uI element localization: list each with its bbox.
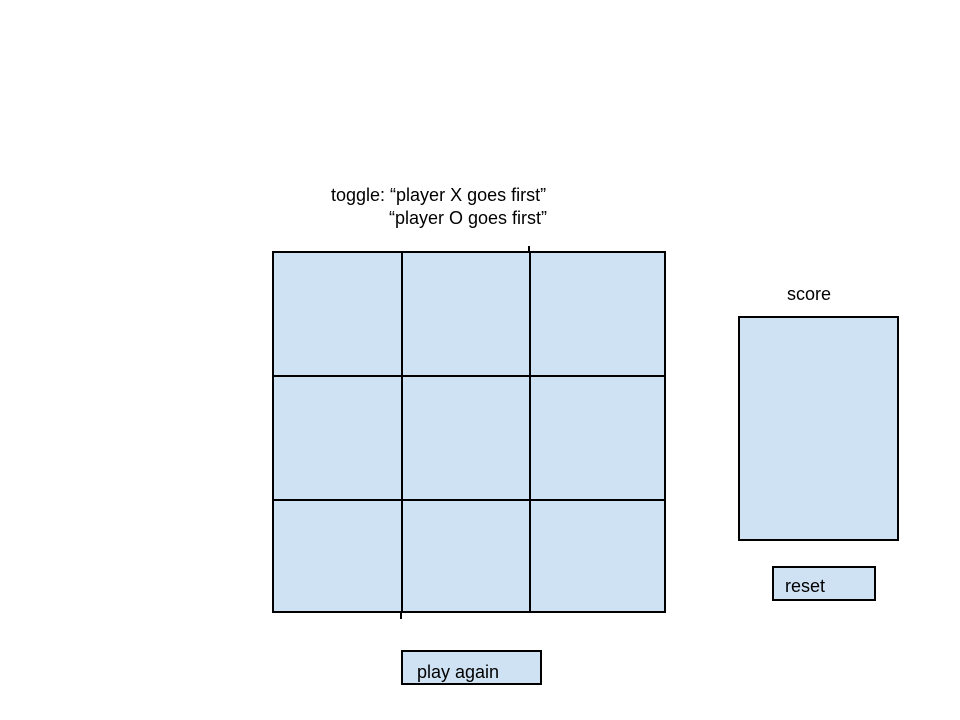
board-cell-3-1[interactable]	[274, 501, 403, 611]
play-again-button[interactable]: play again	[401, 650, 542, 685]
reset-button[interactable]: reset	[772, 566, 876, 601]
toggle-option-x-first[interactable]: “player X goes first”	[390, 185, 547, 205]
board-cell-2-2[interactable]	[403, 377, 531, 501]
toggle-label: toggle:	[331, 185, 391, 205]
score-panel	[738, 316, 899, 541]
board-cell-1-1[interactable]	[274, 253, 403, 377]
grid-line-overhang	[528, 246, 530, 251]
board-cell-1-2[interactable]	[403, 253, 531, 377]
board-cell-3-3[interactable]	[531, 501, 664, 611]
board-cell-1-3[interactable]	[531, 253, 664, 377]
toggle-option-o-first[interactable]: “player O goes first”	[389, 208, 548, 228]
game-board	[272, 251, 666, 613]
grid-line-overhang	[400, 613, 402, 619]
board-cell-2-1[interactable]	[274, 377, 403, 501]
play-again-button-label: play again	[417, 662, 500, 682]
board-cell-3-2[interactable]	[403, 501, 531, 611]
score-label: score	[787, 284, 832, 304]
toggle-control[interactable]: toggle: “player X goes first”	[331, 184, 546, 206]
board-cell-2-3[interactable]	[531, 377, 664, 501]
reset-button-label: reset	[785, 576, 826, 596]
